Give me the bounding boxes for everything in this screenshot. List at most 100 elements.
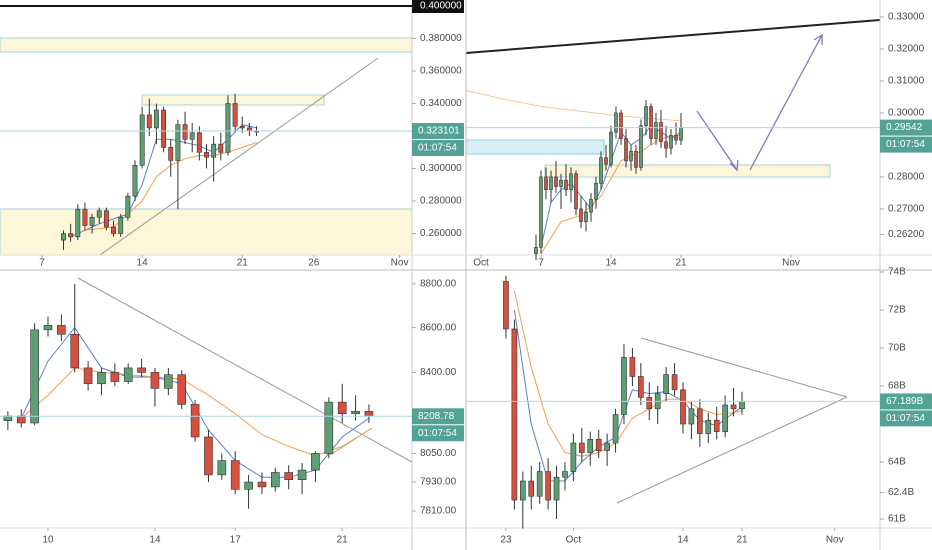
candle-body xyxy=(578,442,585,453)
x-tick-label: 26 xyxy=(308,258,320,269)
candle-body xyxy=(68,233,74,238)
candle-body xyxy=(564,179,568,191)
x-tick-label: 14 xyxy=(149,535,161,546)
x-tick-label: 7 xyxy=(538,258,544,269)
trend-line xyxy=(465,19,881,54)
countdown-bg xyxy=(412,425,464,442)
candle-body xyxy=(154,109,159,129)
countdown-bg xyxy=(880,410,932,427)
candle-body xyxy=(644,106,648,127)
candle-body xyxy=(679,127,683,141)
candle-body xyxy=(609,131,613,165)
y-tick-label: 61B xyxy=(888,514,906,525)
price-label: 0.323101 xyxy=(418,126,460,137)
candle-body xyxy=(549,176,553,191)
candle-body xyxy=(146,114,152,129)
candle-body xyxy=(137,367,146,373)
candle-body xyxy=(553,476,560,501)
price-label-bg xyxy=(412,408,464,425)
candle-body xyxy=(579,208,583,223)
candle-body xyxy=(674,135,678,141)
candle-body xyxy=(654,122,658,139)
candle-body xyxy=(103,210,109,228)
candle-body xyxy=(16,415,26,424)
y-tick-label: 62.4B xyxy=(888,487,914,498)
y-tick-label: 64B xyxy=(888,457,906,468)
ma-line xyxy=(84,142,257,231)
candle-body xyxy=(364,411,374,417)
candle-body xyxy=(217,460,227,476)
y-tick-label: 7930.00 xyxy=(420,477,457,488)
x-tick-label: Oct xyxy=(473,258,489,269)
candle-body xyxy=(739,401,745,410)
level-label: 0.400000 xyxy=(420,1,462,12)
candle-body xyxy=(634,151,638,168)
candle-body xyxy=(534,247,538,255)
ma-line xyxy=(513,290,743,457)
candle-body xyxy=(599,157,603,184)
x-tick-label: Nov xyxy=(782,258,800,269)
candle-body xyxy=(595,438,602,451)
price-label: 67.189B xyxy=(886,396,924,407)
candle-body xyxy=(612,414,619,444)
candle-body xyxy=(688,408,695,425)
level-label-bg xyxy=(412,0,464,14)
countdown: 01:07:54 xyxy=(418,428,457,439)
candle-body xyxy=(664,141,668,149)
candle-body xyxy=(604,157,608,165)
candle-body xyxy=(239,125,245,129)
y-tick-label: 0.30000 xyxy=(888,108,925,119)
countdown: 01:07:54 xyxy=(418,143,457,154)
y-tick-label: 0.26200 xyxy=(888,229,925,240)
zone xyxy=(465,139,605,155)
candle-body xyxy=(324,401,334,454)
candle-body xyxy=(204,151,209,158)
candle-body xyxy=(83,367,93,385)
candle-body xyxy=(519,480,526,501)
candle-body xyxy=(175,124,181,161)
candle-body xyxy=(503,281,509,330)
y-tick-label: 0.33000 xyxy=(888,12,925,23)
trend-line xyxy=(616,396,848,504)
x-tick-label: 21 xyxy=(237,258,249,269)
x-tick-label: 10 xyxy=(42,535,54,546)
trend-line xyxy=(99,57,379,256)
candle-body xyxy=(97,372,106,385)
candle-body xyxy=(30,329,39,424)
candle-body xyxy=(70,333,80,369)
y-tick-label: 8800.00 xyxy=(420,278,457,289)
x-tick-label: 21 xyxy=(675,258,687,269)
y-tick-label: 68B xyxy=(888,381,906,392)
y-tick-label: 7810.00 xyxy=(420,506,457,517)
candle-body xyxy=(559,179,563,187)
candle-body xyxy=(680,389,686,425)
y-tick-label: 0.360000 xyxy=(420,66,462,77)
candle-body xyxy=(544,176,548,191)
candle-body xyxy=(659,122,663,143)
candle-body xyxy=(511,328,518,501)
candle-body xyxy=(604,442,610,451)
candle-body xyxy=(562,471,568,478)
candle-body xyxy=(75,208,81,238)
candle-body xyxy=(646,397,653,410)
candle-body xyxy=(190,404,200,438)
candle-body xyxy=(584,211,588,223)
zone xyxy=(0,37,413,53)
arrow xyxy=(696,33,823,172)
candle-body xyxy=(161,109,167,148)
price-label-bg xyxy=(412,122,464,139)
candle-body xyxy=(570,442,577,472)
x-tick-label: 7 xyxy=(39,258,45,269)
x-tick-label: 14 xyxy=(605,258,617,269)
candle-body xyxy=(89,216,95,226)
candle-body xyxy=(118,216,124,234)
candle-body xyxy=(125,195,131,218)
y-tick-label: 0.27000 xyxy=(888,204,925,215)
y-tick-label: 8050.00 xyxy=(420,448,457,459)
ma-line xyxy=(20,367,370,457)
candle-body xyxy=(110,372,120,382)
x-tick-label: 21 xyxy=(736,535,748,546)
x-tick-label: 14 xyxy=(137,258,149,269)
